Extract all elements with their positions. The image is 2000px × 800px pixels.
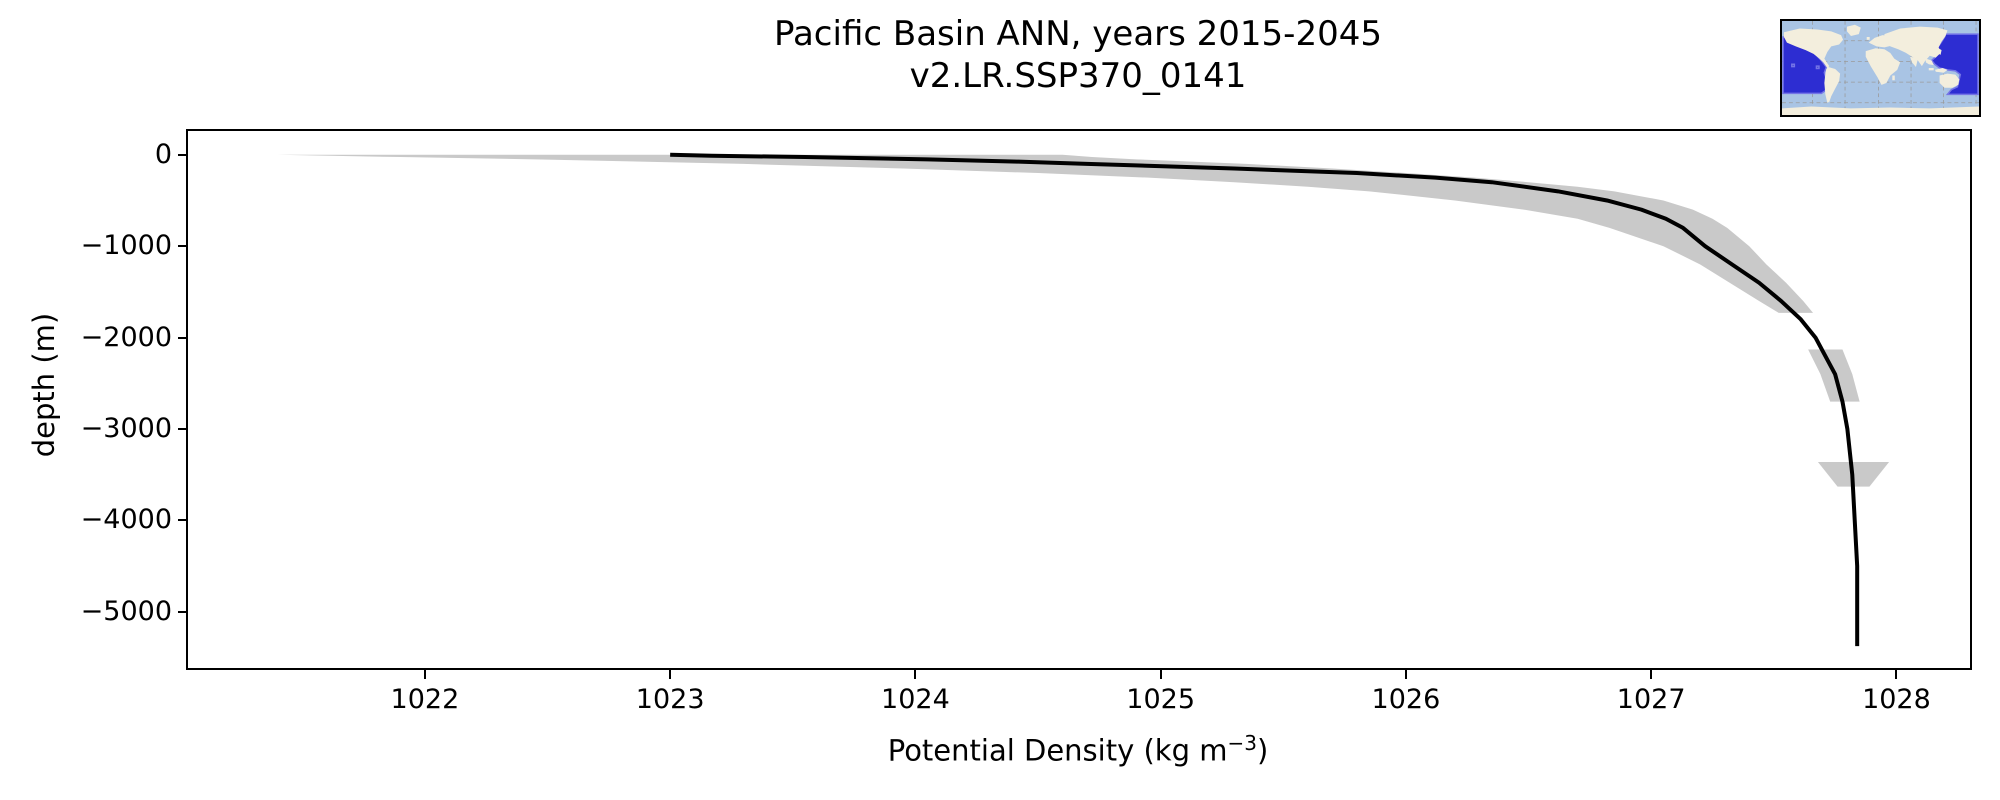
world-map-inset	[1782, 21, 1979, 115]
y-tick-label: −2000	[80, 321, 172, 353]
x-tick-label: 1024	[881, 684, 950, 715]
x-tick-mark	[423, 670, 426, 679]
x-axis-label: Potential Density (kg m−3)	[887, 731, 1269, 768]
x-tick-mark	[1404, 670, 1407, 679]
y-tick-mark	[178, 153, 187, 156]
y-tick-mark	[178, 428, 187, 431]
y-tick-label: 0	[154, 138, 172, 170]
y-tick-mark	[178, 519, 187, 522]
x-tick-label: 1026	[1371, 684, 1441, 715]
y-tick-mark	[178, 245, 187, 248]
y-axis-label: depth (m)	[27, 312, 61, 458]
profile-plot	[277, 152, 1890, 647]
profile-line	[670, 152, 1860, 647]
x-tick-mark	[669, 670, 672, 679]
x-tick-mark	[914, 670, 917, 679]
y-tick-mark	[178, 336, 187, 339]
chart-subtitle: v2.LR.SSP370_0141	[909, 56, 1247, 96]
y-tick-label: −3000	[80, 413, 172, 445]
x-tick-label: 1025	[1126, 684, 1196, 715]
x-tick-label: 1023	[635, 684, 705, 715]
y-tick-label: −1000	[80, 230, 172, 262]
x-tick-label: 1022	[390, 684, 460, 715]
x-tick-mark	[1159, 670, 1162, 679]
uncertainty-band	[277, 154, 1814, 313]
x-tick-label: 1028	[1862, 684, 1931, 715]
x-tick-mark	[1895, 670, 1898, 679]
y-tick-label: −5000	[80, 595, 172, 627]
y-tick-mark	[178, 610, 187, 613]
pacific-basin-region-map	[1780, 19, 1981, 117]
x-tick-mark	[1650, 670, 1653, 679]
chart-title: Pacific Basin ANN, years 2015-2045	[774, 14, 1382, 54]
y-tick-label: −4000	[80, 504, 172, 536]
map-landmasses	[1782, 24, 1979, 115]
x-tick-label: 1027	[1616, 684, 1686, 715]
